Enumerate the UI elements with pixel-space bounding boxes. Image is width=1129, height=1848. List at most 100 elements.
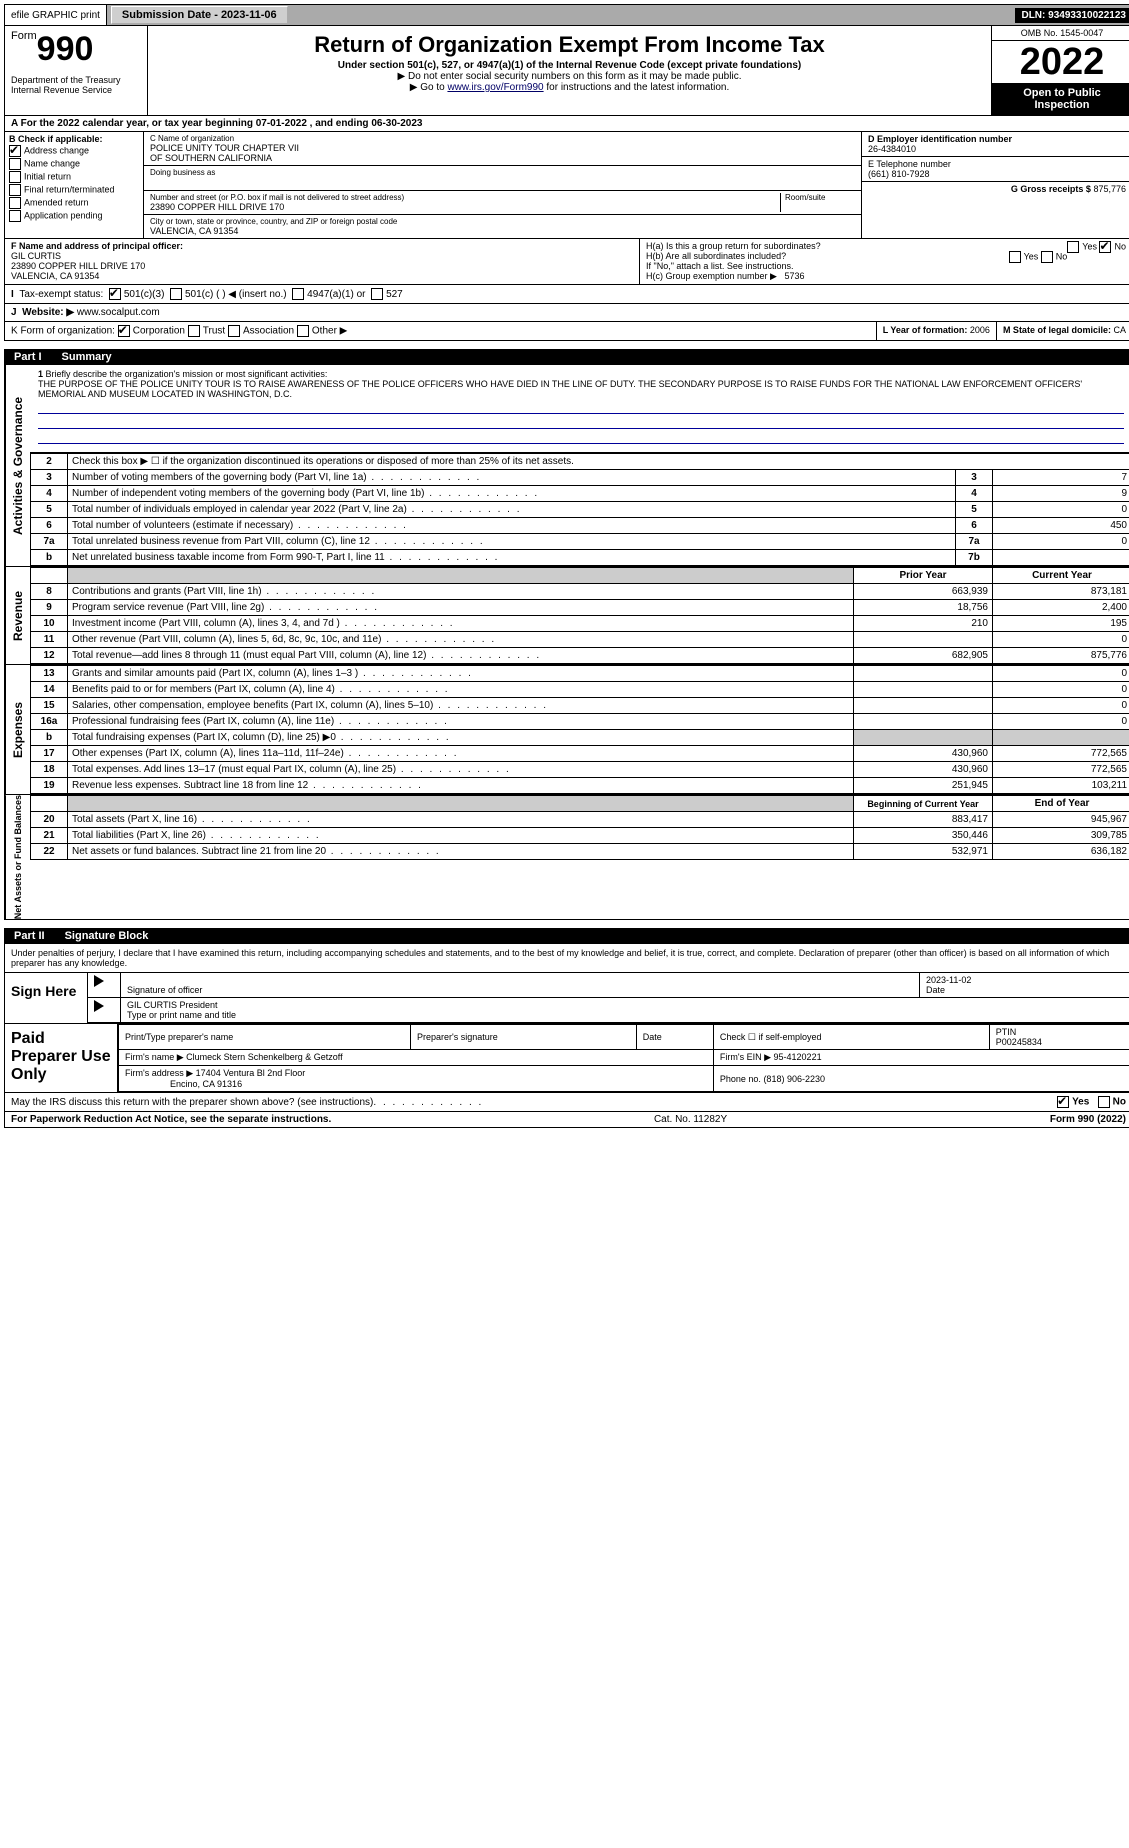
row-desc: Total number of individuals employed in … [68, 502, 956, 518]
prior-year-h: Prior Year [854, 568, 993, 584]
paid-table: Print/Type preparer's name Preparer's si… [118, 1024, 1129, 1092]
row-desc: Total revenue—add lines 8 through 11 (mu… [68, 648, 854, 664]
net-section: Net Assets or Fund Balances Beginning of… [4, 795, 1129, 920]
row-ref: 7a [956, 534, 993, 550]
chk-corp[interactable] [118, 325, 130, 337]
current-year-val: 0 [993, 714, 1129, 730]
title-box: Return of Organization Exempt From Incom… [148, 26, 991, 115]
begin-val: 532,971 [854, 844, 993, 860]
form-number-box: Form990 Department of the Treasury Inter… [5, 26, 148, 115]
row-val [993, 550, 1129, 566]
arrow-icon [94, 975, 104, 987]
year-box: OMB No. 1545-0047 2022 Open to Public In… [991, 26, 1129, 115]
row-num: 22 [31, 844, 68, 860]
row-desc: Other revenue (Part VIII, column (A), li… [68, 632, 854, 648]
tax-status-row: I Tax-exempt status: 501(c)(3) 501(c) ( … [4, 285, 1129, 304]
row-num: 5 [31, 502, 68, 518]
row-ref: 4 [956, 486, 993, 502]
chk-assoc[interactable] [228, 325, 240, 337]
hb-yes[interactable] [1009, 251, 1021, 263]
row-num: 10 [31, 616, 68, 632]
row-desc: Grants and similar amounts paid (Part IX… [68, 666, 854, 682]
prior-year-val: 210 [854, 616, 993, 632]
tax-year: 2022 [992, 41, 1129, 83]
submission-date-btn[interactable]: Submission Date - 2023-11-06 [111, 6, 288, 24]
ptin-value: P00245834 [996, 1037, 1042, 1047]
prep-self-h: Check ☐ if self-employed [713, 1025, 989, 1050]
type-name-label: Type or print name and title [127, 1010, 236, 1020]
gross-receipts: 875,776 [1093, 184, 1126, 194]
form-header: Form990 Department of the Treasury Inter… [4, 26, 1129, 116]
addr-label: Number and street (or P.O. box if mail i… [150, 193, 780, 202]
current-year-val: 875,776 [993, 648, 1129, 664]
ein-value: 26-4384010 [868, 144, 1126, 154]
chk-4947[interactable] [292, 288, 304, 300]
end-year-h: End of Year [993, 796, 1129, 812]
discuss-no[interactable] [1098, 1096, 1110, 1108]
hc-label: H(c) Group exemption number ▶ [646, 271, 777, 281]
check-address[interactable]: Address change [9, 145, 139, 157]
firm-name-l: Firm's name ▶ [125, 1052, 184, 1062]
city-value: VALENCIA, CA 91354 [150, 226, 855, 236]
chk-other[interactable] [297, 325, 309, 337]
chk-527[interactable] [371, 288, 383, 300]
tab-gov: Activities & Governance [5, 365, 30, 566]
h-block: H(a) Is this a group return for subordin… [640, 239, 1129, 284]
irs-link[interactable]: www.irs.gov/Form990 [447, 82, 543, 93]
row-desc: Salaries, other compensation, employee b… [68, 698, 854, 714]
j-label: J [11, 307, 17, 318]
g-label: G Gross receipts $ [1011, 184, 1091, 194]
current-year-val: 873,181 [993, 584, 1129, 600]
check-initial[interactable]: Initial return [9, 171, 139, 183]
row-desc: Total liabilities (Part X, line 26) [68, 828, 854, 844]
prep-date-h: Date [636, 1025, 713, 1050]
website-url: www.socalput.com [77, 307, 160, 318]
l-value: 2006 [970, 325, 990, 335]
end-val: 945,967 [993, 812, 1129, 828]
begin-val: 883,417 [854, 812, 993, 828]
discuss-q: May the IRS discuss this return with the… [11, 1097, 373, 1108]
current-year-val [993, 730, 1129, 746]
hb-no[interactable] [1041, 251, 1053, 263]
part1-header: Part I Summary [4, 349, 1129, 365]
row-desc: Check this box ▶ ☐ if the organization d… [68, 454, 1129, 470]
exp-table: 13Grants and similar amounts paid (Part … [30, 665, 1129, 794]
check-amended[interactable]: Amended return [9, 197, 139, 209]
part2-num: Part II [14, 930, 45, 942]
officer-addr2: VALENCIA, CA 91354 [11, 271, 99, 281]
chk-trust[interactable] [188, 325, 200, 337]
i-label: I [11, 289, 14, 300]
chk-501c3[interactable] [109, 288, 121, 300]
net-table: Beginning of Current YearEnd of Year20To… [30, 795, 1129, 860]
jurat-text: Under penalties of perjury, I declare th… [4, 944, 1129, 973]
m-label: M State of legal domicile: [1003, 325, 1111, 335]
check-col: B Check if applicable: Address change Na… [5, 132, 144, 238]
row-desc: Number of independent voting members of … [68, 486, 956, 502]
check-final[interactable]: Final return/terminated [9, 184, 139, 196]
row-num: 6 [31, 518, 68, 534]
ha-yes[interactable] [1067, 241, 1079, 253]
begin-val: 350,446 [854, 828, 993, 844]
check-name[interactable]: Name change [9, 158, 139, 170]
firm-ein: 95-4120221 [774, 1052, 822, 1062]
phone-value: (661) 810-7928 [868, 169, 1126, 179]
tab-rev: Revenue [5, 567, 30, 664]
prior-year-val: 430,960 [854, 762, 993, 778]
chk-501c[interactable] [170, 288, 182, 300]
row-desc: Total unrelated business revenue from Pa… [68, 534, 956, 550]
check-app[interactable]: Application pending [9, 210, 139, 222]
discuss-yes[interactable] [1057, 1096, 1069, 1108]
row-desc: Total fundraising expenses (Part IX, col… [68, 730, 854, 746]
form-word: Form [11, 30, 37, 42]
ha-no[interactable] [1099, 241, 1111, 253]
prior-year-val: 682,905 [854, 648, 993, 664]
row-ref: 5 [956, 502, 993, 518]
current-year-val: 0 [993, 632, 1129, 648]
current-year-val: 0 [993, 682, 1129, 698]
mission-text: THE PURPOSE OF THE POLICE UNITY TOUR IS … [38, 379, 1082, 399]
row-num: 13 [31, 666, 68, 682]
prior-year-val [854, 698, 993, 714]
l-label: L Year of formation: [883, 325, 968, 335]
part2-title: Signature Block [65, 930, 149, 942]
paid-preparer-block: Paid Preparer Use Only Print/Type prepar… [4, 1024, 1129, 1093]
